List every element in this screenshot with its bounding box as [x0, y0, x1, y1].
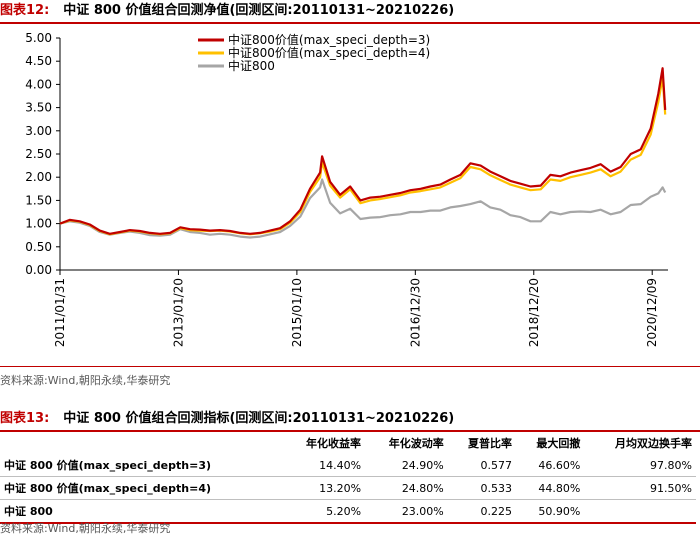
nav-line-chart: 0.00 0.50 1.00 1.50 2.00 2.50 3.00 3.50 4.00 4.50… — [25, 31, 668, 347]
x-tick-label: 2013/01/20 — [171, 278, 185, 347]
cell: 91.50% — [584, 476, 696, 500]
y-tick-label: 1.50 — [25, 193, 52, 207]
figure12-title-bar: 图表12: 中证 800 价值组合回测净值(回测区间:20110131~20210… — [0, 0, 700, 22]
y-tick-label: 1.00 — [25, 217, 52, 231]
figure13-label: 图表13: — [0, 411, 50, 426]
figure12-top-rule — [0, 22, 700, 24]
y-tick-label: 2.50 — [25, 147, 52, 161]
header-annual-volatility: 年化波动率 — [388, 437, 444, 450]
legend-label: 中证800价值(max_speci_depth=3) — [228, 32, 430, 47]
row-name: 中证 800 — [0, 499, 283, 524]
figure13-title-bar: 图表13: 中证 800 价值组合回测指标(回测区间:20110131~20210… — [0, 408, 700, 430]
figure13-title: 中证 800 价值组合回测指标(回测区间:20110131~20210226) — [63, 411, 455, 426]
cell: 23.00% — [365, 499, 448, 524]
table-row: 中证 800 价值(max_speci_depth=3) 14.40% 24.9… — [0, 454, 696, 477]
y-tick-label: 2.00 — [25, 170, 52, 184]
cell: 50.90% — [516, 499, 585, 524]
row-name: 中证 800 价值(max_speci_depth=3) — [0, 454, 283, 477]
figure13-source: 资料来源:Wind,朝阳永续,华泰研究 — [0, 522, 171, 535]
series-line-1 — [59, 67, 667, 235]
metrics-header-row: 年化收益率 年化波动率 夏普比率 最大回撤 月均双边换手率 — [0, 432, 696, 454]
figure12-title: 中证 800 价值组合回测净值(回测区间:20110131~20210226) — [63, 3, 455, 18]
series-line-3 — [59, 178, 667, 239]
x-tick-label: 2020/12/09 — [645, 278, 659, 347]
header-turnover: 月均双边换手率 — [615, 437, 692, 450]
cell: 46.60% — [516, 454, 585, 477]
figure13-top-rule — [0, 430, 700, 432]
x-tick-label: 2011/01/31 — [53, 278, 67, 347]
metrics-table: 年化收益率 年化波动率 夏普比率 最大回撤 月均双边换手率 中证 800 价值(… — [0, 432, 696, 524]
cell: 0.533 — [447, 476, 517, 500]
x-tick-label: 2015/01/10 — [290, 278, 304, 347]
table-row: 中证 800 5.20% 23.00% 0.225 50.90% — [0, 499, 696, 524]
x-tick-label: 2018/12/20 — [527, 278, 541, 347]
cell: 24.80% — [365, 476, 448, 500]
cell: 0.225 — [447, 499, 517, 524]
header-max-drawdown: 最大回撤 — [536, 437, 581, 450]
legend-label: 中证800 — [228, 58, 275, 73]
cell: 0.577 — [447, 454, 517, 477]
y-tick-label: 5.00 — [25, 31, 52, 45]
cell: 24.90% — [365, 454, 448, 477]
y-tick-label: 4.50 — [25, 54, 52, 68]
header-sharpe: 夏普比率 — [468, 437, 513, 450]
header-annual-return: 年化收益率 — [306, 437, 362, 450]
table-row: 中证 800 价值(max_speci_depth=4) 13.20% 24.8… — [0, 476, 696, 500]
row-name: 中证 800 价值(max_speci_depth=4) — [0, 476, 283, 500]
figure12-source: 资料来源:Wind,朝阳永续,华泰研究 — [0, 374, 171, 387]
y-tick-label: 3.50 — [25, 101, 52, 115]
x-tick-label: 2016/12/30 — [408, 278, 422, 347]
cell: 44.80% — [516, 476, 585, 500]
y-tick-label: 3.00 — [25, 124, 52, 138]
y-tick-label: 0.50 — [25, 240, 52, 254]
y-tick-label: 4.00 — [25, 77, 52, 91]
legend-label: 中证800价值(max_speci_depth=4) — [228, 45, 430, 60]
cell: 97.80% — [584, 454, 696, 477]
cell: 13.20% — [282, 476, 366, 500]
cell — [584, 499, 696, 524]
header-cell — [0, 432, 282, 454]
y-tick-label: 0.00 — [25, 263, 52, 277]
figure12-bottom-rule — [0, 366, 700, 367]
cell: 14.40% — [282, 454, 366, 477]
figure12-label: 图表12: — [0, 3, 50, 18]
cell: 5.20% — [282, 499, 366, 524]
